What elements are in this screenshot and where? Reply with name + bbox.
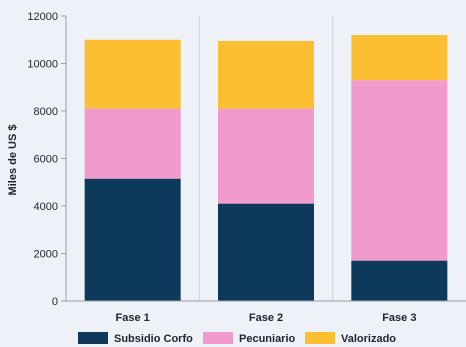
- legend-swatch: [203, 332, 233, 344]
- y-tick-label: 8000: [34, 106, 58, 118]
- bar-fase-2-valorizado: [218, 40, 314, 109]
- bar-fase-1-pecuniario: [84, 108, 181, 179]
- y-tick-label: 10000: [27, 59, 58, 71]
- bars: [84, 35, 448, 301]
- bar-fase-1-valorizado: [84, 39, 181, 109]
- y-tick-label: 6000: [34, 154, 58, 166]
- y-tick-label: 0: [52, 296, 58, 308]
- y-tick-label: 2000: [34, 249, 58, 261]
- bar-fase-3-pecuniario: [351, 80, 448, 261]
- legend: Subsidio Corfo Pecuniario Valorizado: [78, 332, 396, 345]
- y-tick-label: 4000: [34, 201, 58, 213]
- y-tick-label: 12000: [27, 11, 58, 23]
- bar-fase-2-subsidio-corfo: [218, 203, 314, 301]
- legend-label: Subsidio Corfo: [114, 333, 193, 345]
- x-tick-label: Fase 1: [116, 312, 150, 324]
- x-tick-label: Fase 2: [249, 312, 283, 324]
- bar-fase-1-subsidio-corfo: [84, 178, 181, 301]
- x-tick-label: Fase 3: [382, 312, 416, 324]
- legend-swatch: [305, 332, 335, 344]
- legend-swatch: [78, 332, 108, 344]
- grid: [198, 16, 334, 301]
- y-axis-title: Miles de US $: [7, 125, 19, 196]
- legend-label: Pecuniario: [239, 333, 296, 345]
- axes: Fase 1 Fase 2 Fase 3 0 2000 4000 6000 8000 10000…: [27, 11, 466, 324]
- bar-fase-3-subsidio-corfo: [351, 260, 448, 301]
- legend-label: Valorizado: [341, 333, 396, 345]
- bar-fase-2-pecuniario: [218, 108, 314, 204]
- bar-fase-3-valorizado: [351, 35, 448, 81]
